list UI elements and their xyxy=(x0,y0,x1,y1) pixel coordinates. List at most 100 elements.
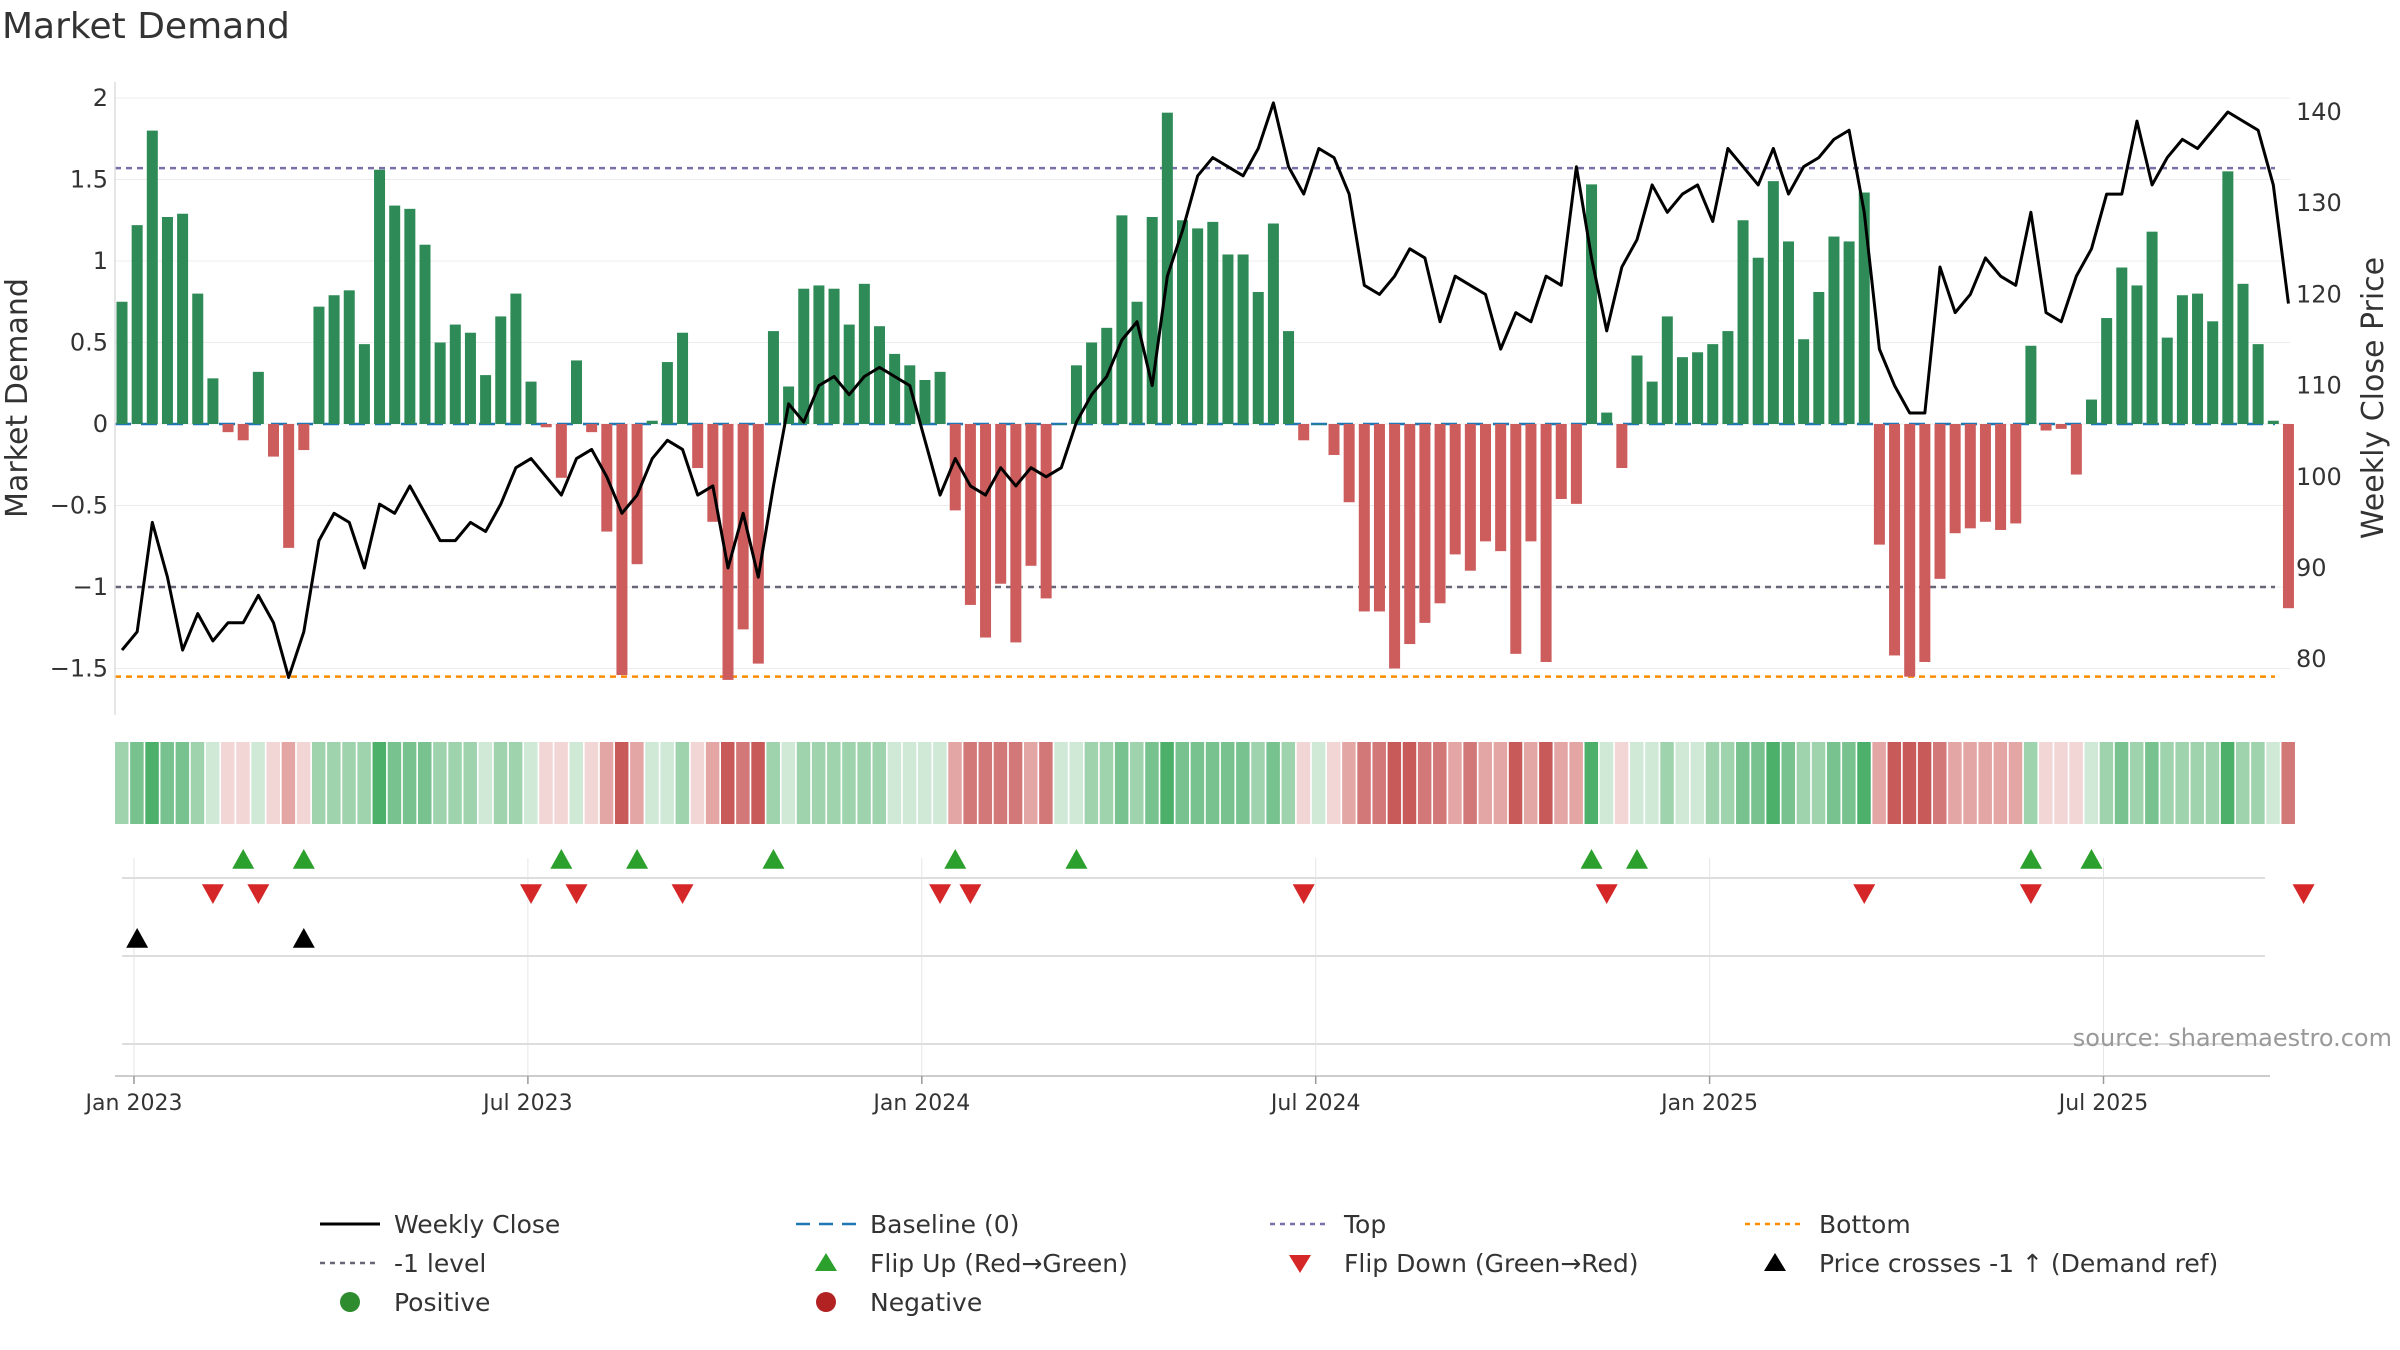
heat-strip-cell xyxy=(1402,742,1417,824)
heat-strip-cell xyxy=(2008,742,2023,824)
heat-strip-cell xyxy=(630,742,644,824)
heat-strip-cell xyxy=(1705,742,1720,824)
weekly-close-line xyxy=(120,101,2290,679)
demand-bar-negative xyxy=(1404,424,1416,645)
y-tick-label-left: 2 xyxy=(93,84,108,112)
demand-bar-positive xyxy=(2161,337,2173,424)
x-tick-label: Jan 2024 xyxy=(871,1091,970,1116)
heat-strip-cell xyxy=(721,742,735,824)
flip-down-marker xyxy=(520,884,543,904)
demand-bar-positive xyxy=(2237,283,2249,424)
heat-strip-cell xyxy=(1008,742,1023,824)
heat-strip-cell xyxy=(2236,742,2250,824)
heat-strip-cell xyxy=(842,742,856,824)
heat-strip-cell xyxy=(1902,742,1917,824)
heat-strip-cell xyxy=(1645,742,1659,824)
heat-strip-cell xyxy=(1811,742,1826,824)
heat-strip-cell xyxy=(539,742,553,824)
demand-bar-negative xyxy=(692,424,704,469)
demand-bar-negative xyxy=(283,424,295,548)
heat-strip-cell xyxy=(1190,742,1205,824)
flip-down-marker xyxy=(959,884,982,904)
flip-down-marker xyxy=(671,884,694,904)
heat-strip-cell xyxy=(2099,742,2114,824)
demand-bar-negative xyxy=(1979,424,1991,522)
heat-strip-cell xyxy=(251,742,265,824)
heat-strip-cell xyxy=(1842,742,1856,824)
heat-strip-cell xyxy=(1857,742,1871,824)
demand-bar-negative xyxy=(707,424,719,522)
heat-strip-cell xyxy=(2023,742,2038,824)
heat-strip-cell xyxy=(993,742,1008,824)
demand-bar-positive xyxy=(2222,171,2234,424)
heat-strip-cell xyxy=(1523,742,1538,824)
heat-strip-cell xyxy=(645,742,659,824)
heat-strip-cell xyxy=(1084,742,1099,824)
chart-title: Market Demand xyxy=(2,6,290,47)
heat-strip-cell xyxy=(1508,742,1523,824)
heat-strip-cell xyxy=(554,742,568,824)
heat-strip-cell xyxy=(1493,742,1508,824)
flip-up-marker xyxy=(944,849,967,869)
flip-down-marker xyxy=(2019,884,2042,904)
heat-strip-cell xyxy=(1372,742,1386,824)
heat-strip-cell xyxy=(811,742,826,824)
heat-strip-cell xyxy=(1205,742,1220,824)
flip-up-marker xyxy=(1626,849,1648,869)
heat-strip-cell xyxy=(1690,742,1705,824)
demand-bar-negative xyxy=(1298,424,1310,441)
demand-bar-negative xyxy=(1616,424,1628,469)
demand-bar-positive xyxy=(1222,254,1234,424)
heat-strip-cell xyxy=(705,742,720,824)
demand-bar-negative xyxy=(1949,424,1961,534)
heat-strip-cell xyxy=(599,742,614,824)
heat-strip-cell xyxy=(1948,742,1962,824)
demand-bar-positive xyxy=(1131,301,1143,424)
heat-strip-cell xyxy=(872,742,886,824)
legend-label: Positive xyxy=(394,1288,490,1317)
source-credit: source: sharemaestro.com xyxy=(2073,1024,2392,1052)
heat-strip-cell xyxy=(236,742,250,824)
demand-bar-positive xyxy=(177,213,189,424)
demand-bar-positive xyxy=(252,371,264,424)
demand-bar-positive xyxy=(2086,399,2097,424)
demand-bar-negative xyxy=(540,424,552,428)
heat-strip-cell xyxy=(190,742,205,824)
demand-bar-positive xyxy=(1676,357,1688,424)
heat-strip-cell xyxy=(2190,742,2205,824)
heat-strip-cell xyxy=(221,742,235,824)
demand-bar-positive xyxy=(343,290,355,424)
heat-strip-cell xyxy=(130,742,144,824)
heat-strip-cell xyxy=(1569,742,1583,824)
heat-strip-cell xyxy=(1069,742,1083,824)
heat-strip-cell xyxy=(327,742,341,824)
heat-strip-cell xyxy=(2069,742,2083,824)
heat-strip-cell xyxy=(796,742,811,824)
heat-strip-cell xyxy=(1175,742,1189,824)
heat-strip-cell xyxy=(1993,742,2008,824)
heat-strip-cell xyxy=(584,742,599,824)
demand-bar-negative xyxy=(1510,424,1522,654)
heat-strip-cell xyxy=(751,742,765,824)
heat-strip-cell xyxy=(857,742,871,824)
flip-down-marker xyxy=(201,884,224,904)
legend-label: Weekly Close xyxy=(394,1210,560,1239)
demand-bar-positive xyxy=(1207,221,1219,424)
heat-strip-cell xyxy=(2205,742,2220,824)
demand-bar-negative xyxy=(1449,424,1461,555)
demand-bar-negative xyxy=(1904,424,1916,677)
heat-strip-cell xyxy=(902,742,917,824)
heat-strip-cell xyxy=(1887,742,1902,824)
demand-bar-positive xyxy=(207,378,219,424)
demand-bar-negative xyxy=(1010,424,1022,643)
demand-bar-positive xyxy=(1146,216,1158,424)
demand-bar-positive xyxy=(525,381,537,424)
heat-strip-cell xyxy=(296,742,311,824)
demand-bar-negative xyxy=(2040,424,2052,431)
y-tick-label-right: 90 xyxy=(2296,554,2327,582)
demand-bar-negative xyxy=(722,424,734,680)
legend-swatch-circle xyxy=(340,1292,360,1312)
demand-bar-positive xyxy=(1722,331,1734,424)
legend-label: Price crosses -1 ↑ (Demand ref) xyxy=(1819,1249,2218,1278)
demand-bar-positive xyxy=(2131,285,2143,424)
